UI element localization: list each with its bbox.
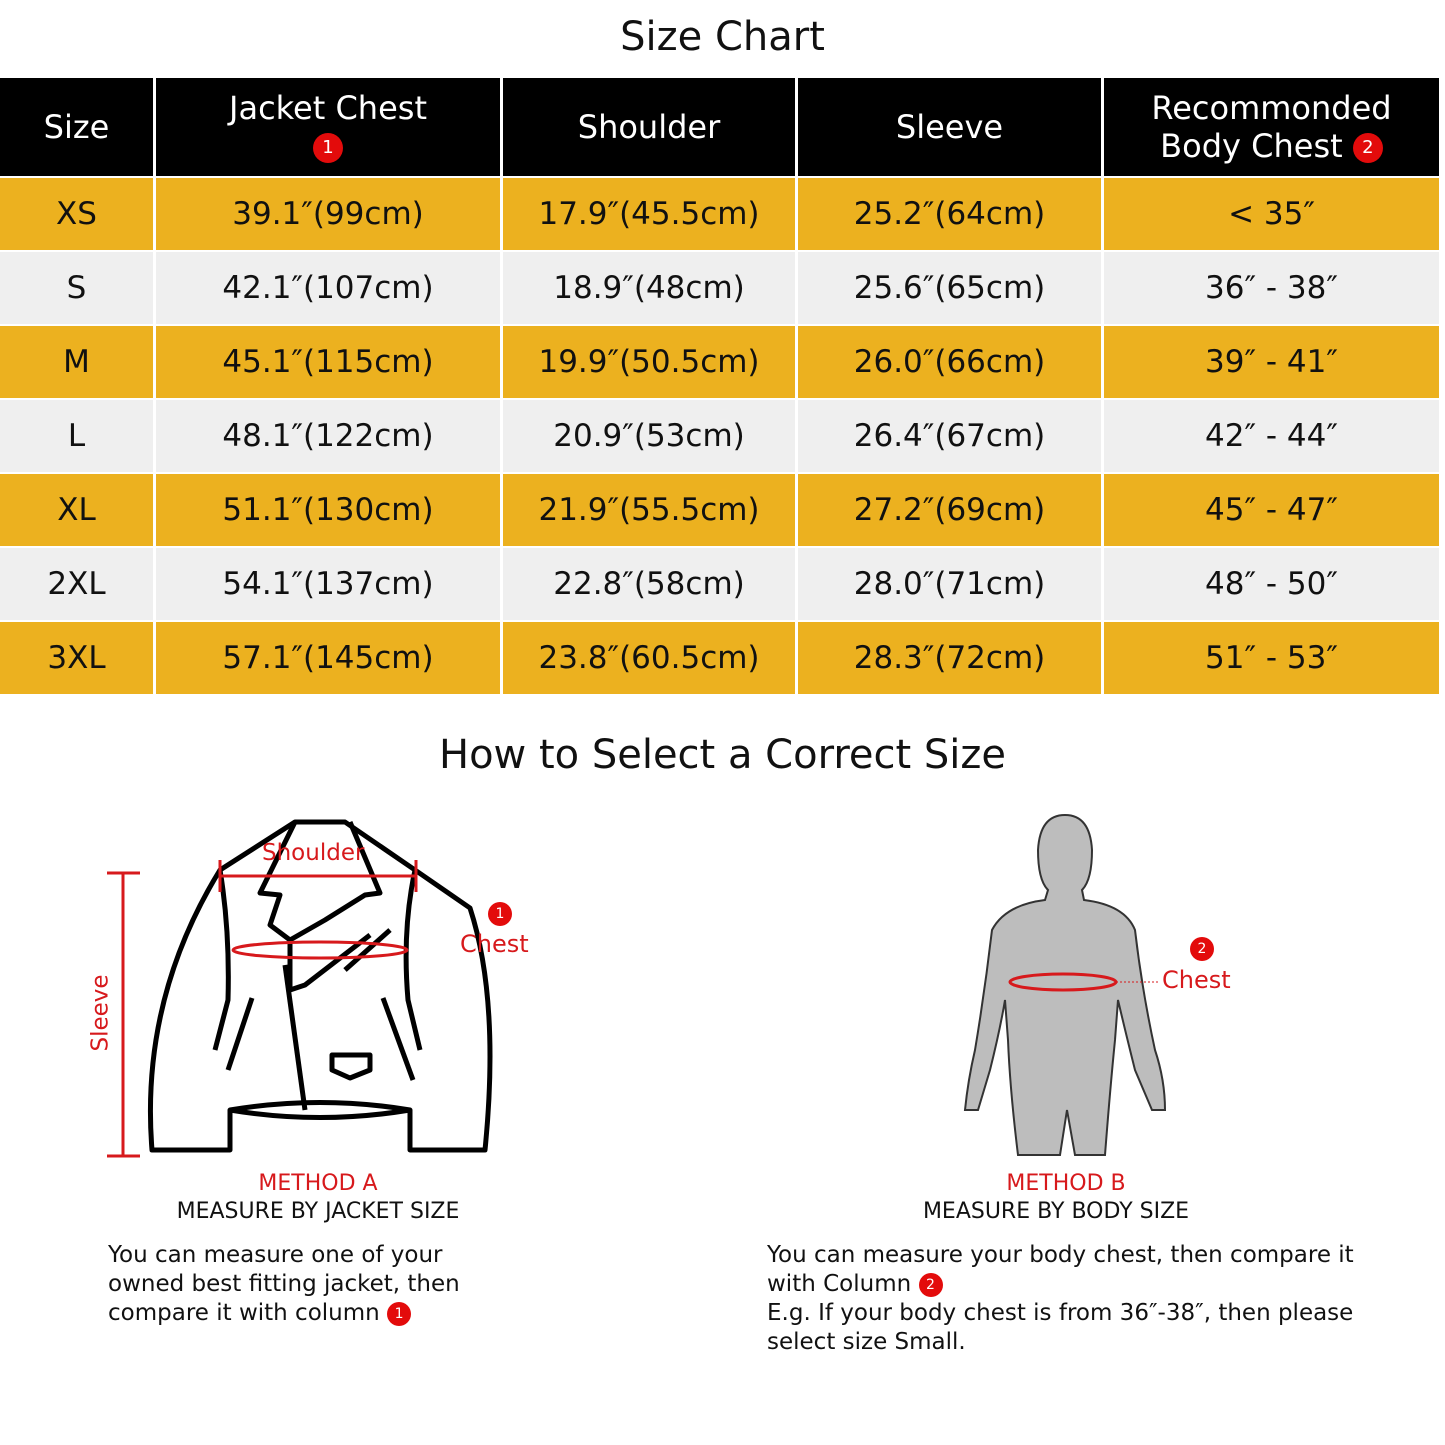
header-size: Size [0,78,153,176]
table-row: XL 51.1″(130cm) 21.9″(55.5cm) 27.2″(69cm) 45… [0,474,1439,546]
cell-body-chest: 48″ - 50″ [1104,548,1439,620]
header-shoulder: Shoulder [503,78,795,176]
table-row: S 42.1″(107cm) 18.9″(48cm) 25.6″(65cm) 36″ -… [0,252,1439,324]
header-label: Recommonded Body Chest [1151,89,1392,165]
method-a-heading: METHOD A [258,1171,378,1196]
cell-size: 3XL [0,622,153,694]
badge-1: 1 [313,133,343,163]
cell-sleeve: 26.4″(67cm) [798,400,1101,472]
cell-shoulder: 21.9″(55.5cm) [503,474,795,546]
cell-size: XL [0,474,153,546]
table-row: XS 39.1″(99cm) 17.9″(45.5cm) 25.2″(64cm) < 3… [0,178,1439,250]
sleeve-label: Sleeve [87,974,114,1052]
cell-jacket-chest: 39.1″(99cm) [156,178,500,250]
cell-shoulder: 19.9″(50.5cm) [503,326,795,398]
cell-sleeve: 28.0″(71cm) [798,548,1101,620]
table-row: 3XL 57.1″(145cm) 23.8″(60.5cm) 28.3″(72cm) 5… [0,622,1439,694]
body-illustration [963,813,1167,1156]
header-sleeve: Sleeve [798,78,1101,176]
cell-jacket-chest: 48.1″(122cm) [156,400,500,472]
header-label: Shoulder [577,108,721,146]
cell-jacket-chest: 45.1″(115cm) [156,326,500,398]
method-a-text: You can measure one of your owned best f… [108,1241,478,1328]
header-jacket-chest: Jacket Chest 1 [156,78,500,176]
cell-shoulder: 18.9″(48cm) [503,252,795,324]
cell-shoulder: 22.8″(58cm) [503,548,795,620]
cell-sleeve: 25.6″(65cm) [798,252,1101,324]
cell-jacket-chest: 51.1″(130cm) [156,474,500,546]
table-header: Size Jacket Chest 1 Shoulder Sleeve Recom… [0,78,1439,176]
badge-2: 2 [1352,133,1383,163]
chest-label: Chest [460,930,529,958]
method-a-subheading: MEASURE BY JACKET SIZE [176,1199,460,1224]
cell-shoulder: 20.9″(53cm) [503,400,795,472]
body-chest-label: Chest [1162,966,1231,994]
cell-body-chest: 36″ - 38″ [1104,252,1439,324]
header-label: Size [43,108,110,146]
badge-2: 2 [1190,937,1214,961]
header-label: Sleeve [895,108,1004,146]
method-b-heading: METHOD B [1006,1171,1126,1196]
cell-shoulder: 23.8″(60.5cm) [503,622,795,694]
badge-1: 1 [387,1301,412,1326]
badge-1: 1 [488,902,512,926]
cell-body-chest: 42″ - 44″ [1104,400,1439,472]
method-b-example: E.g. If your body chest is from 36″-38″,… [767,1300,1354,1355]
method-b-text: You can measure your body chest, then co… [767,1241,1377,1357]
cell-size: XS [0,178,153,250]
cell-body-chest: < 35″ [1104,178,1439,250]
table-row: M 45.1″(115cm) 19.9″(50.5cm) 26.0″(66cm) 39″… [0,326,1439,398]
table-row: L 48.1″(122cm) 20.9″(53cm) 26.4″(67cm) 42″ -… [0,400,1439,472]
cell-shoulder: 17.9″(45.5cm) [503,178,795,250]
cell-sleeve: 26.0″(66cm) [798,326,1101,398]
howto-title: How to Select a Correct Size [438,732,1006,778]
cell-body-chest: 51″ - 53″ [1104,622,1439,694]
method-b-text-body: You can measure your body chest, then co… [767,1242,1354,1297]
cell-size: S [0,252,153,324]
page-title: Size Chart [620,14,825,60]
header-body-chest: Recommonded Body Chest 2 [1104,78,1439,176]
cell-sleeve: 28.3″(72cm) [798,622,1101,694]
cell-body-chest: 45″ - 47″ [1104,474,1439,546]
size-chart-table: Size Jacket Chest 1 Shoulder Sleeve Recom… [0,76,1442,696]
cell-jacket-chest: 57.1″(145cm) [156,622,500,694]
cell-size: M [0,326,153,398]
method-a-text-body: You can measure one of your owned best f… [108,1242,460,1326]
shoulder-label: Shoulder [262,840,365,866]
table-row: 2XL 54.1″(137cm) 22.8″(58cm) 28.0″(71cm) 48″… [0,548,1439,620]
cell-size: L [0,400,153,472]
jacket-illustration [107,819,493,1158]
badge-2: 2 [918,1272,943,1297]
header-label: Jacket Chest [229,89,427,127]
cell-sleeve: 25.2″(64cm) [798,178,1101,250]
cell-jacket-chest: 42.1″(107cm) [156,252,500,324]
cell-size: 2XL [0,548,153,620]
cell-jacket-chest: 54.1″(137cm) [156,548,500,620]
cell-sleeve: 27.2″(69cm) [798,474,1101,546]
cell-body-chest: 39″ - 41″ [1104,326,1439,398]
method-b-subheading: MEASURE BY BODY SIZE [922,1199,1190,1224]
